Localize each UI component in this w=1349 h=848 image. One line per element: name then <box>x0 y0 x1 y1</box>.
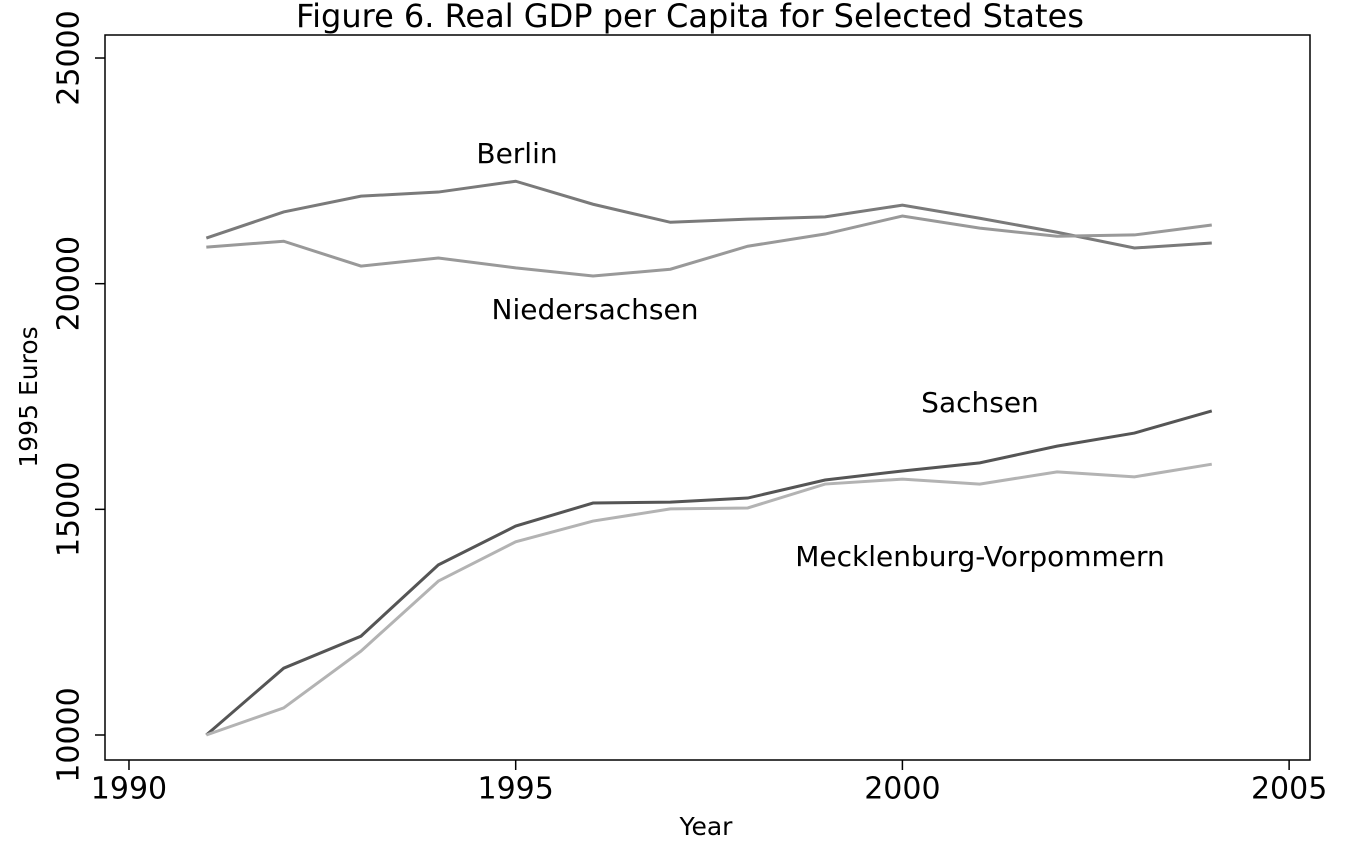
series-label: Sachsen <box>921 386 1039 419</box>
series-line <box>206 214 1212 278</box>
y-tick-label: 15000 <box>52 462 87 557</box>
y-tick-label: 10000 <box>52 687 87 782</box>
series-label: Berlin <box>476 137 557 170</box>
chart-title: Figure 6. Real GDP per Capita for Select… <box>296 0 1084 35</box>
x-tick-label: 1995 <box>478 772 554 807</box>
series-line <box>205 409 1213 737</box>
y-axis-label: 1995 Euros <box>14 326 43 467</box>
series-label: Niedersachsen <box>492 293 699 326</box>
x-tick-label: 2005 <box>1251 772 1327 807</box>
y-tick-label: 25000 <box>52 10 87 105</box>
series-label: Mecklenburg-Vorpommern <box>795 540 1165 573</box>
series-line <box>205 462 1213 737</box>
x-tick-label: 1990 <box>91 772 167 807</box>
plot-frame <box>104 34 1311 761</box>
series-line <box>205 179 1212 250</box>
x-axis-label: Year <box>679 812 734 841</box>
x-tick-label: 2000 <box>864 772 940 807</box>
y-tick-label: 20000 <box>52 236 87 331</box>
